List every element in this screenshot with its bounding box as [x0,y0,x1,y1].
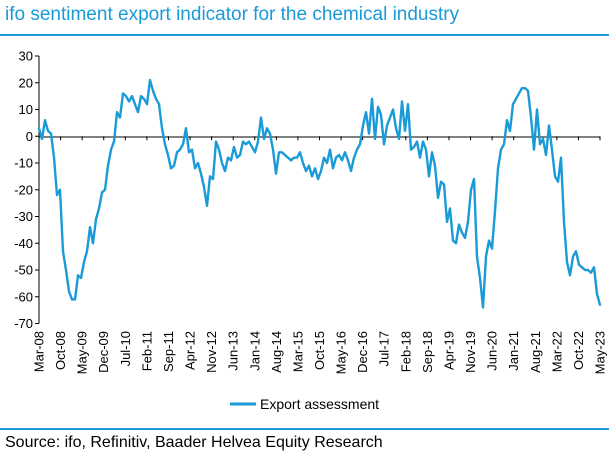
x-tick-label: Oct-08 [53,331,68,370]
x-tick-label: Dec-09 [96,331,111,373]
y-tick-label: -30 [14,209,33,224]
x-tick-label: Dec-16 [355,331,370,373]
y-tick-label: 10 [19,102,33,117]
y-tick-label: -40 [14,236,33,251]
y-tick-label: -70 [14,316,33,331]
x-tick-label: Mar-08 [32,331,47,372]
x-tick-label: Feb-18 [398,331,413,372]
x-tick-label: Mar-22 [549,331,564,372]
x-tick-label: Oct-15 [312,331,327,370]
y-tick-label: -50 [14,263,33,278]
x-tick-label: Apr-19 [441,331,456,370]
x-tick-label: May-16 [334,331,349,374]
y-tick-label: -10 [14,156,33,171]
legend-label-export-assessment: Export assessment [260,396,379,412]
x-tick-label: Jan-14 [247,331,262,371]
x-tick-label: May-09 [75,331,90,374]
x-tick-label: Jun-13 [226,331,241,371]
series-line-export-assessment [37,78,602,309]
x-axis-ticks: Mar-08 Oct-08 May-09 Dec-09 Jul-10 Feb-11 Sep-… [32,136,608,374]
x-tick-label: Aug-14 [269,331,284,373]
x-tick-label: Mar-15 [290,331,305,372]
x-tick-label: Nov-12 [204,331,219,373]
chart-title: ifo sentiment export indicator for the c… [5,4,460,25]
x-tick-label: Aug-21 [528,331,543,373]
x-tick-label: Oct-22 [571,331,586,370]
x-tick-label: Nov-19 [463,331,478,373]
x-tick-label: Sep-18 [420,331,435,373]
x-tick-label: Jun-20 [485,331,500,371]
x-tick-label: Apr-12 [183,331,198,370]
legend: Export assessment [230,396,379,412]
x-tick-label: May-23 [593,331,608,374]
x-tick-label: Jan-21 [506,331,521,371]
y-tick-label: 0 [26,129,33,144]
y-tick-label: -60 [14,289,33,304]
x-tick-label: Feb-11 [139,331,154,371]
x-tick-label: Jul-10 [118,331,133,366]
source-note: Source: ifo, Refinitiv, Baader Helvea Eq… [5,434,383,451]
x-tick-label: Sep-11 [161,331,176,372]
source-divider [0,428,609,430]
y-tick-label: 30 [19,49,33,64]
y-tick-label: 20 [19,75,33,90]
y-axis-ticks: 30 20 10 0 -10 -20 -30 -40 -50 -60 -70 [14,49,39,331]
x-tick-label: Jul-17 [377,331,392,366]
title-divider [0,34,609,36]
y-tick-label: -20 [14,182,33,197]
